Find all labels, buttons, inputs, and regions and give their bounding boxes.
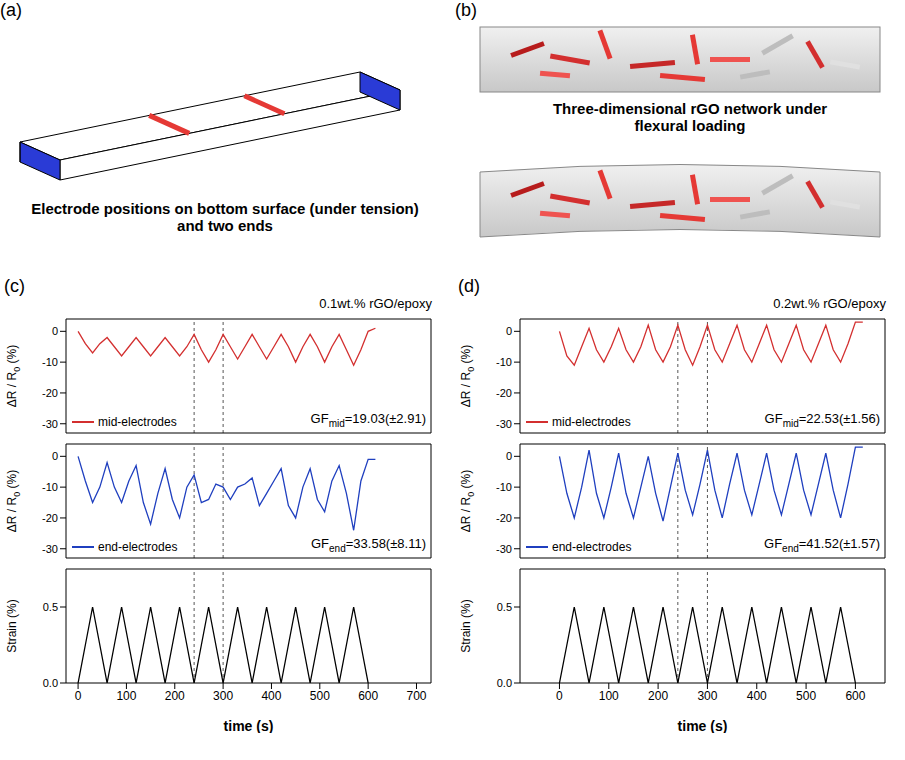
- svg-text:200: 200: [648, 689, 668, 703]
- html-text:mid-electrodes: mid-electrodes: [98, 415, 177, 429]
- svg-text:0.0: 0.0: [497, 677, 512, 689]
- svg-text:200: 200: [165, 689, 185, 703]
- svg-text:100: 100: [599, 689, 619, 703]
- svg-text:ΔR / R0 (%): ΔR / R0 (%): [459, 470, 476, 532]
- svg-text:-30: -30: [42, 418, 58, 430]
- svg-text:300: 300: [213, 689, 233, 703]
- html-text:GFend=33.58(±8.11): GFend=33.58(±8.11): [311, 536, 426, 554]
- html-text:(d): (d): [458, 276, 480, 296]
- svg-text:-10: -10: [496, 356, 512, 368]
- html-text:Three-dimensional rGO network: Three-dimensional rGO network under flex…: [552, 100, 828, 134]
- svg-text:0: 0: [75, 689, 82, 703]
- html-text:0.2wt.% rGO/epoxy: 0.2wt.% rGO/epoxy: [773, 296, 886, 311]
- svg-text:ΔR / R0 (%): ΔR / R0 (%): [5, 470, 22, 532]
- svg-text:600: 600: [358, 689, 378, 703]
- svg-text:-20: -20: [496, 512, 512, 524]
- svg-text:500: 500: [310, 689, 330, 703]
- html-text:end-electrodes: end-electrodes: [98, 540, 178, 554]
- svg-text:-20: -20: [42, 387, 58, 399]
- html-text:end-electrodes: end-electrodes: [552, 540, 632, 554]
- html-text:(a): (a): [0, 0, 22, 20]
- svg-text:Strain (%): Strain (%): [459, 599, 473, 652]
- svg-text:700: 700: [406, 689, 426, 703]
- svg-text:0: 0: [506, 450, 512, 462]
- svg-text:Strain (%): Strain (%): [5, 599, 19, 652]
- svg-text:-10: -10: [42, 481, 58, 493]
- html-text:GFmid=22.53(±1.56): GFmid=22.53(±1.56): [764, 411, 880, 429]
- svg-text:0: 0: [52, 450, 58, 462]
- html-text:GFmid=19.03(±2.91): GFmid=19.03(±2.91): [310, 411, 426, 429]
- svg-text:400: 400: [747, 689, 767, 703]
- svg-text:ΔR / R0 (%): ΔR / R0 (%): [5, 345, 22, 407]
- svg-text:-30: -30: [42, 543, 58, 555]
- svg-text:0.5: 0.5: [497, 601, 512, 613]
- html-text:0.1wt.% rGO/epoxy: 0.1wt.% rGO/epoxy: [319, 296, 432, 311]
- svg-text:100: 100: [116, 689, 136, 703]
- html-text:(c): (c): [4, 276, 25, 296]
- svg-text:-30: -30: [496, 418, 512, 430]
- svg-text:-20: -20: [496, 387, 512, 399]
- html-text:Electrode positions on bottom: Electrode positions on bottom surface (u…: [31, 200, 419, 234]
- svg-text:time (s): time (s): [224, 718, 274, 733]
- svg-text:0.5: 0.5: [43, 601, 58, 613]
- svg-text:600: 600: [845, 689, 865, 703]
- svg-text:0: 0: [556, 689, 563, 703]
- svg-text:-20: -20: [42, 512, 58, 524]
- svg-text:ΔR / R0 (%): ΔR / R0 (%): [459, 345, 476, 407]
- svg-text:0: 0: [506, 325, 512, 337]
- svg-text:-30: -30: [496, 543, 512, 555]
- svg-text:0.0: 0.0: [43, 677, 58, 689]
- svg-text:400: 400: [261, 689, 281, 703]
- svg-text:time (s): time (s): [678, 718, 728, 733]
- svg-text:300: 300: [697, 689, 717, 703]
- svg-text:-10: -10: [496, 481, 512, 493]
- html-text:(b): (b): [455, 0, 477, 20]
- svg-text:500: 500: [796, 689, 816, 703]
- svg-text:-10: -10: [42, 356, 58, 368]
- svg-text:0: 0: [52, 325, 58, 337]
- html-text:GFend=41.52(±1.57): GFend=41.52(±1.57): [764, 536, 880, 554]
- html-text:mid-electrodes: mid-electrodes: [552, 415, 631, 429]
